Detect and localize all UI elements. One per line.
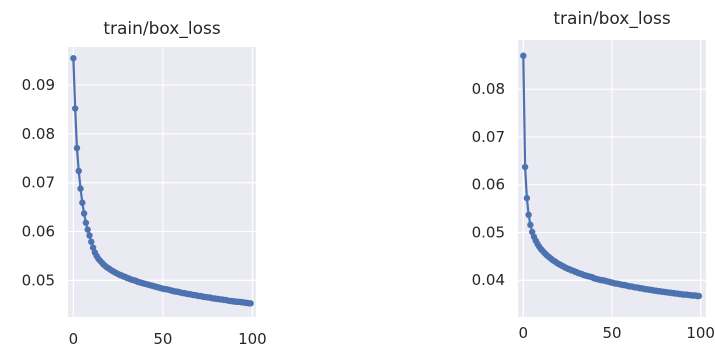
x-tick-label: 0: [69, 330, 79, 347]
y-tick-label: 0.07: [22, 174, 55, 192]
data-point: [525, 211, 532, 218]
x-tick-labels-right: 0 50 100: [519, 324, 715, 342]
data-point: [73, 144, 81, 152]
data-point: [79, 199, 86, 206]
y-tick-label: 0.07: [472, 128, 505, 146]
y-tick-labels-left: 0.05 0.06 0.07 0.08 0.09: [22, 76, 55, 289]
chart-panel-right: 0 50 100 0.04 0.05 0.06 0.07 0.08 train/box_lo…: [472, 9, 715, 342]
y-tick-label: 0.05: [472, 223, 505, 241]
data-point: [80, 210, 88, 217]
x-tick-labels-left: 0 50 100: [69, 330, 267, 347]
series-points-left: [70, 55, 254, 307]
data-point: [520, 52, 527, 59]
chart-panel-left: 0 50 100 0.05 0.06 0.07 0.08 0.09 train/box_lo…: [22, 19, 267, 347]
x-tick-label: 100: [686, 324, 715, 342]
data-point: [86, 232, 93, 239]
y-tick-labels-right: 0.04 0.05 0.06 0.07 0.08: [472, 80, 505, 289]
y-tick-label: 0.08: [472, 80, 505, 98]
x-tick-label: 50: [602, 324, 621, 342]
y-tick-label: 0.08: [22, 125, 55, 143]
x-tick-label: 100: [238, 330, 267, 347]
data-point: [88, 238, 95, 246]
data-point: [82, 219, 90, 226]
data-point: [247, 300, 254, 307]
data-point: [71, 105, 79, 112]
data-point: [84, 226, 91, 233]
y-tick-label: 0.05: [22, 271, 55, 289]
gridlines-left: [68, 47, 256, 317]
data-point: [523, 194, 531, 202]
data-point: [70, 55, 77, 62]
data-point: [89, 244, 97, 251]
y-tick-label: 0.09: [22, 76, 55, 94]
data-point: [521, 163, 529, 171]
x-tick-label: 0: [519, 324, 529, 342]
series-points-right: [520, 52, 703, 300]
data-point: [77, 185, 84, 192]
chart-title-right: train/box_loss: [553, 9, 671, 29]
data-point: [695, 292, 703, 300]
x-tick-label: 50: [153, 330, 172, 347]
y-tick-label: 0.06: [22, 223, 55, 241]
plot-area-left: [68, 47, 256, 317]
data-point: [75, 167, 82, 175]
chart-title-left: train/box_loss: [103, 19, 221, 39]
y-tick-label: 0.06: [472, 176, 505, 194]
data-point: [527, 221, 534, 229]
y-tick-label: 0.04: [472, 271, 505, 289]
